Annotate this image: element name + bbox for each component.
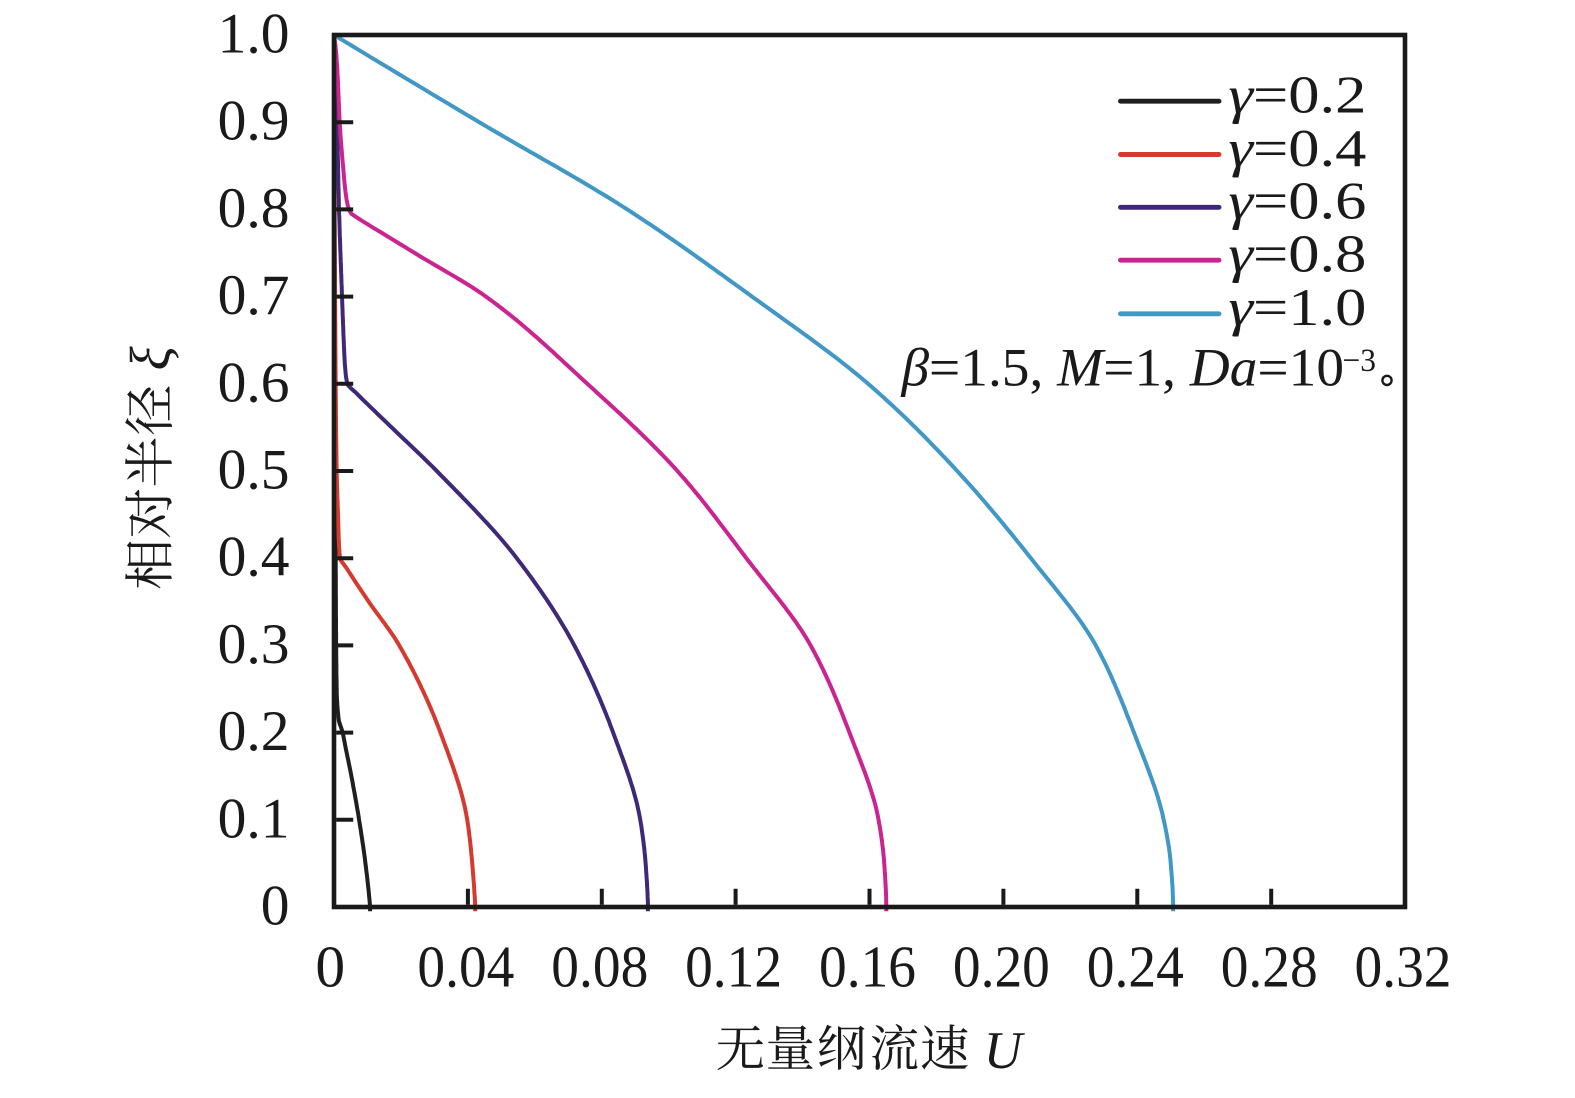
svg-text:γ=0.4: γ=0.4 — [1228, 120, 1366, 178]
svg-text:−3: −3 — [1343, 343, 1377, 379]
svg-text:0.5: 0.5 — [218, 439, 290, 502]
svg-text:0.12: 0.12 — [685, 934, 782, 1000]
svg-text:0.24: 0.24 — [1087, 934, 1184, 1000]
svg-text:0.2: 0.2 — [218, 700, 290, 763]
svg-text:0.04: 0.04 — [417, 934, 514, 1000]
svg-text:0.3: 0.3 — [218, 613, 290, 676]
svg-text:γ=1.0: γ=1.0 — [1228, 279, 1366, 337]
svg-text:β=1.5, M=1, Da=10: β=1.5, M=1, Da=10 — [900, 338, 1344, 398]
svg-text:0: 0 — [315, 934, 345, 1000]
svg-text:1.0: 1.0 — [218, 3, 290, 66]
svg-text:0.8: 0.8 — [218, 177, 290, 240]
svg-text:0.6: 0.6 — [218, 351, 290, 414]
svg-text:0.08: 0.08 — [551, 934, 648, 1000]
svg-text:γ=0.2: γ=0.2 — [1228, 67, 1366, 125]
svg-text:0: 0 — [261, 875, 290, 938]
svg-text:0.1: 0.1 — [218, 787, 290, 850]
svg-text:0.32: 0.32 — [1355, 934, 1452, 1000]
svg-text:0.7: 0.7 — [218, 264, 290, 327]
svg-text:U: U — [984, 1022, 1026, 1080]
svg-text:0.9: 0.9 — [218, 90, 290, 153]
svg-text:γ=0.8: γ=0.8 — [1228, 226, 1366, 284]
svg-text:0.28: 0.28 — [1221, 934, 1318, 1000]
svg-text:γ=0.6: γ=0.6 — [1228, 173, 1366, 231]
svg-text:0.4: 0.4 — [218, 526, 290, 589]
svg-text:ξ: ξ — [120, 346, 182, 370]
svg-text:0.20: 0.20 — [953, 934, 1050, 1000]
svg-text:0.16: 0.16 — [819, 934, 916, 1000]
